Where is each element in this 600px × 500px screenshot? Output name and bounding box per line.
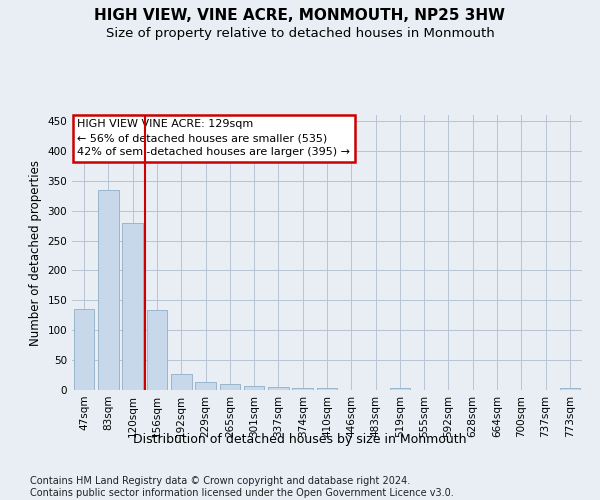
Bar [268,387,289,390]
Bar [317,388,337,390]
Text: HIGH VIEW, VINE ACRE, MONMOUTH, NP25 3HW: HIGH VIEW, VINE ACRE, MONMOUTH, NP25 3HW [95,8,505,22]
Text: Size of property relative to detached houses in Monmouth: Size of property relative to detached ho… [106,28,494,40]
Bar [171,374,191,390]
Bar [244,386,265,390]
Bar [122,222,143,390]
Bar [220,384,240,390]
Bar [74,310,94,390]
Bar [292,388,313,390]
Bar [560,388,580,390]
Bar [195,382,216,390]
Text: Distribution of detached houses by size in Monmouth: Distribution of detached houses by size … [133,432,467,446]
Bar [389,388,410,390]
Bar [98,190,119,390]
Text: HIGH VIEW VINE ACRE: 129sqm
← 56% of detached houses are smaller (535)
42% of se: HIGH VIEW VINE ACRE: 129sqm ← 56% of det… [77,119,350,157]
Bar [146,310,167,390]
Y-axis label: Number of detached properties: Number of detached properties [29,160,42,346]
Text: Contains HM Land Registry data © Crown copyright and database right 2024.
Contai: Contains HM Land Registry data © Crown c… [30,476,454,498]
